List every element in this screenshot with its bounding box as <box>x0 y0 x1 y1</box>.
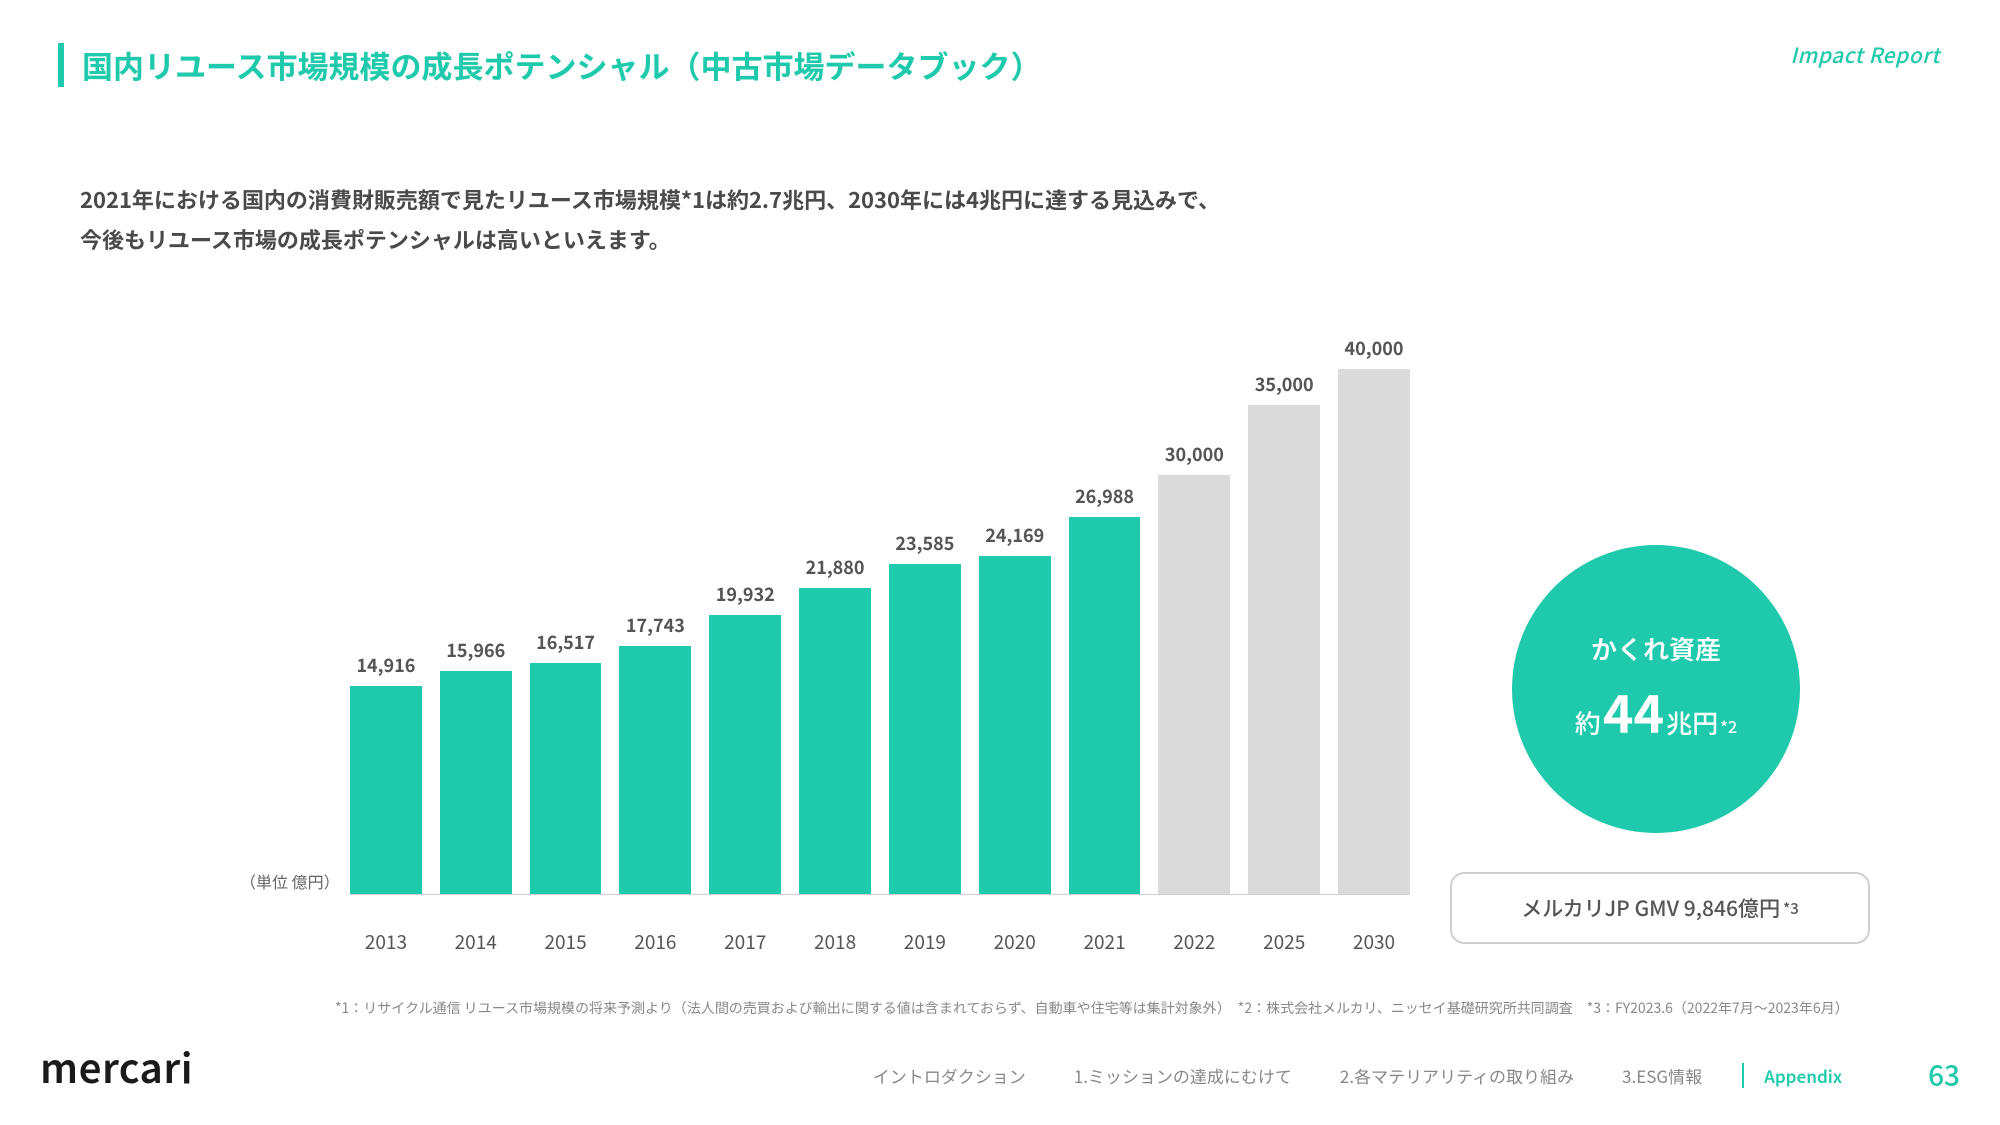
subtitle-line2: 今後もリユース市場の成長ポテンシャルは高いといえます。 <box>80 220 1220 260</box>
bar-value-label: 19,932 <box>716 581 775 607</box>
circle-suffix: 兆円 <box>1666 704 1718 741</box>
subtitle: 2021年における国内の消費財販売額で見たリユース市場規模*1は約2.7兆円、2… <box>80 180 1220 259</box>
bar-wrap: 26,988 <box>1069 335 1141 894</box>
subtitle-line1: 2021年における国内の消費財販売額で見たリユース市場規模*1は約2.7兆円、2… <box>80 180 1220 220</box>
chart-x-axis: 2013 2014 2015 2016 2017 2018 2019 2020 2021 2022… <box>350 914 1410 955</box>
bar-wrap: 30,000 <box>1158 335 1230 894</box>
bar-value-label: 15,966 <box>446 637 505 663</box>
circle-note: *2 <box>1720 714 1737 738</box>
bar <box>1069 517 1141 894</box>
chart-bars: 14,916 15,966 16,517 17,743 19,932 21,880 23,5… <box>350 335 1410 895</box>
x-axis-label: 2030 <box>1338 914 1410 955</box>
page-number: 63 <box>1928 1055 1960 1095</box>
impact-report-label: Impact Report <box>1790 40 1940 70</box>
x-axis-label: 2017 <box>709 914 781 955</box>
footnotes: *1：リサイクル通信 リユース市場規模の将来予測より（法人間の売買および輸出に関… <box>335 998 1945 1018</box>
bar <box>889 564 961 894</box>
bar-value-label: 30,000 <box>1165 441 1224 467</box>
bar <box>799 588 871 894</box>
bar-wrap: 15,966 <box>440 335 512 894</box>
bar-value-label: 21,880 <box>806 554 865 580</box>
footer-nav-active[interactable]: Appendix <box>1742 1063 1842 1088</box>
bar-wrap: 24,169 <box>979 335 1051 894</box>
circle-prefix: 約 <box>1575 704 1601 741</box>
gmv-note: *3 <box>1783 898 1799 919</box>
bar-chart: （単位 億円） 14,916 15,966 16,517 17,743 19,932 21… <box>240 275 1410 955</box>
gmv-text: メルカリJP GMV 9,846億円 <box>1521 893 1780 923</box>
bar-value-label: 35,000 <box>1255 371 1314 397</box>
footer-nav-item[interactable]: 1.ミッションの達成にむけて <box>1074 1063 1292 1088</box>
page-title: 国内リユース市場規模の成長ポテンシャル（中古市場データブック） <box>82 42 1041 87</box>
bar-wrap: 14,916 <box>350 335 422 894</box>
bar-value-label: 17,743 <box>626 612 685 638</box>
chart-unit-label: （単位 億円） <box>240 869 340 893</box>
x-axis-label: 2013 <box>350 914 422 955</box>
bar <box>709 615 781 894</box>
bar <box>440 671 512 894</box>
page-title-bar: 国内リユース市場規模の成長ポテンシャル（中古市場データブック） <box>58 42 1041 87</box>
bar-value-label: 16,517 <box>536 629 595 655</box>
bar <box>979 556 1051 894</box>
bar-value-label: 14,916 <box>356 652 415 678</box>
bar <box>530 663 602 894</box>
title-accent <box>58 43 64 87</box>
x-axis-label: 2016 <box>619 914 691 955</box>
x-axis-label: 2019 <box>889 914 961 955</box>
hidden-assets-circle: かくれ資産 約 44 兆円 *2 <box>1512 545 1800 833</box>
footer-nav-item[interactable]: 3.ESG情報 <box>1622 1063 1702 1088</box>
footer-nav: イントロダクション 1.ミッションの達成にむけて 2.各マテリアリティの取り組み 3.… <box>873 1055 1960 1095</box>
x-axis-label: 2025 <box>1248 914 1320 955</box>
bar-wrap: 21,880 <box>799 335 871 894</box>
x-axis-label: 2018 <box>799 914 871 955</box>
bar-wrap: 23,585 <box>889 335 961 894</box>
x-axis-label: 2020 <box>979 914 1051 955</box>
x-axis-label: 2022 <box>1158 914 1230 955</box>
footer-nav-item[interactable]: 2.各マテリアリティの取り組み <box>1340 1063 1574 1088</box>
bar <box>619 646 691 894</box>
bar-value-label: 23,585 <box>895 530 954 556</box>
bar <box>1248 405 1320 894</box>
x-axis-label: 2014 <box>440 914 512 955</box>
bar <box>350 686 422 894</box>
bar-value-label: 40,000 <box>1345 335 1404 361</box>
bar-value-label: 26,988 <box>1075 483 1134 509</box>
bar-wrap: 19,932 <box>709 335 781 894</box>
gmv-box: メルカリJP GMV 9,846億円 *3 <box>1450 872 1870 944</box>
bar <box>1338 369 1410 894</box>
bar-wrap: 17,743 <box>619 335 691 894</box>
mercari-logo: mercari <box>40 1037 193 1095</box>
x-axis-label: 2021 <box>1069 914 1141 955</box>
circle-line1: かくれ資産 <box>1591 630 1721 667</box>
footer: mercari イントロダクション 1.ミッションの達成にむけて 2.各マテリアリテ… <box>40 1037 1960 1095</box>
bar-wrap: 40,000 <box>1338 335 1410 894</box>
bar <box>1158 475 1230 894</box>
bar-wrap: 16,517 <box>530 335 602 894</box>
circle-big-number: 44 <box>1603 673 1664 748</box>
x-axis-label: 2015 <box>530 914 602 955</box>
footer-nav-item[interactable]: イントロダクション <box>873 1063 1026 1088</box>
circle-line2: 約 44 兆円 *2 <box>1575 673 1737 748</box>
bar-wrap: 35,000 <box>1248 335 1320 894</box>
bar-value-label: 24,169 <box>985 522 1044 548</box>
